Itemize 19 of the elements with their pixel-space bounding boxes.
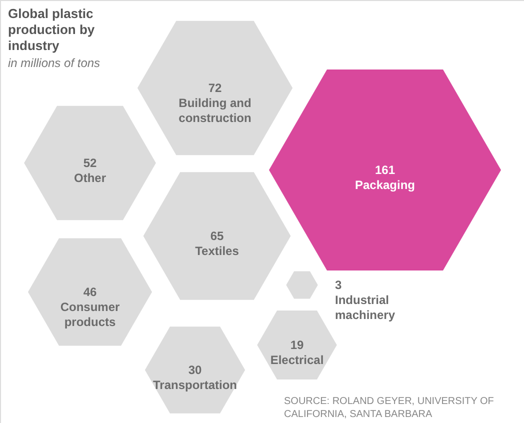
data-label: 65 — [210, 229, 224, 243]
data-label: 161 — [374, 163, 396, 177]
category-label: Electrical — [270, 353, 324, 367]
source-note: SOURCE: ROLAND GEYER, UNIVERSITY OF CALIFORNIA, SANTA BARBARA — [284, 396, 494, 420]
data-label: 52 — [83, 156, 97, 170]
category-label: Building and construction — [178, 96, 252, 125]
text: in millions of tons — [8, 56, 100, 70]
data-label: 72 — [208, 81, 222, 95]
data-label: 30 — [188, 363, 202, 377]
data-label: 19 — [290, 338, 304, 352]
category-label: Consumer products — [60, 300, 120, 329]
data-label: 46 — [83, 285, 97, 299]
category-label: Textiles — [195, 244, 240, 258]
category-label: Other — [74, 171, 106, 185]
category-label: Packaging — [354, 178, 416, 192]
category-label: Industrial machinery — [335, 293, 396, 322]
text: Global plastic production by industry — [8, 6, 96, 53]
data-label: 3 — [335, 278, 342, 292]
category-label: Transportation — [152, 378, 238, 392]
